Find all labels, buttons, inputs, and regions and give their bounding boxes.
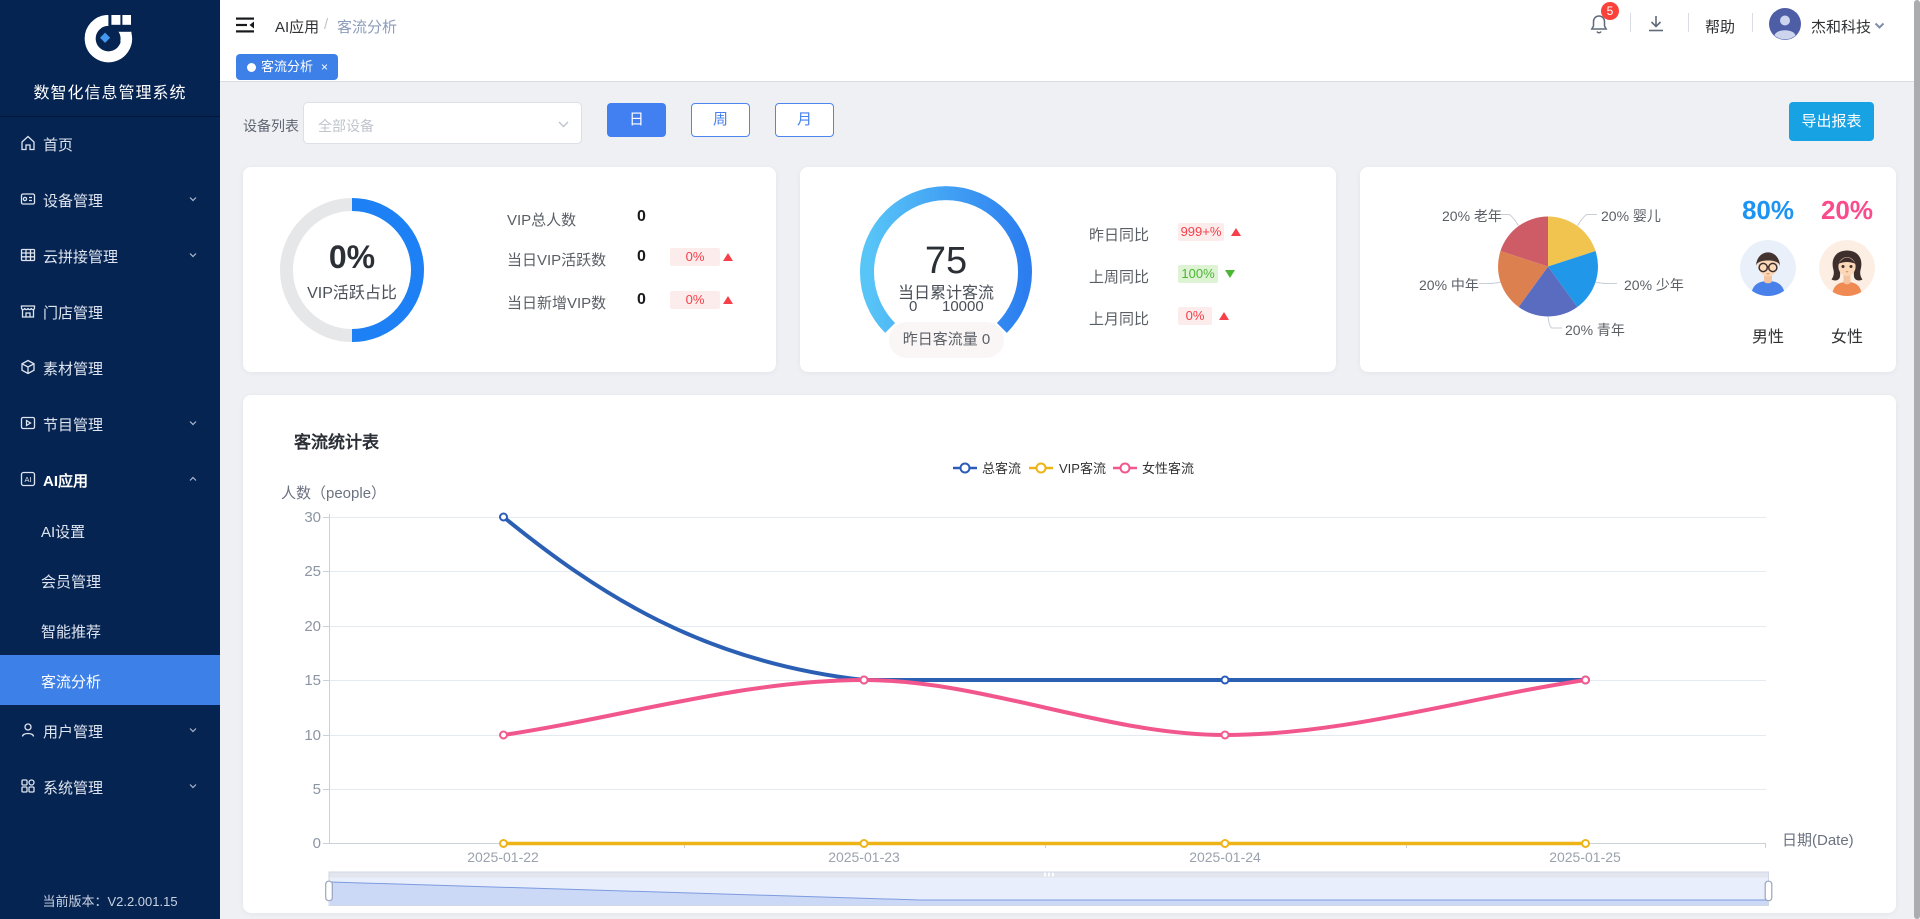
svg-text:2025-01-25: 2025-01-25 [1549, 849, 1621, 865]
svg-text:VIP客流: VIP客流 [1059, 461, 1106, 476]
svg-text:30: 30 [304, 509, 321, 526]
svg-text:2025-01-23: 2025-01-23 [828, 849, 900, 865]
svg-text:女性客流: 女性客流 [1142, 461, 1194, 476]
svg-text:25: 25 [304, 563, 321, 580]
svg-text:20: 20 [304, 618, 321, 635]
svg-text:15: 15 [304, 672, 321, 689]
svg-text:0: 0 [313, 835, 321, 852]
svg-text:2025-01-24: 2025-01-24 [1189, 849, 1261, 865]
svg-text:日期(Date): 日期(Date) [1782, 832, 1854, 849]
svg-text:5: 5 [313, 781, 321, 798]
svg-text:人数（people）: 人数（people） [281, 485, 386, 502]
svg-text:总客流: 总客流 [982, 461, 1021, 476]
svg-text:AI: AI [24, 475, 31, 484]
svg-text:10: 10 [304, 727, 321, 744]
svg-text:2025-01-22: 2025-01-22 [467, 849, 539, 865]
